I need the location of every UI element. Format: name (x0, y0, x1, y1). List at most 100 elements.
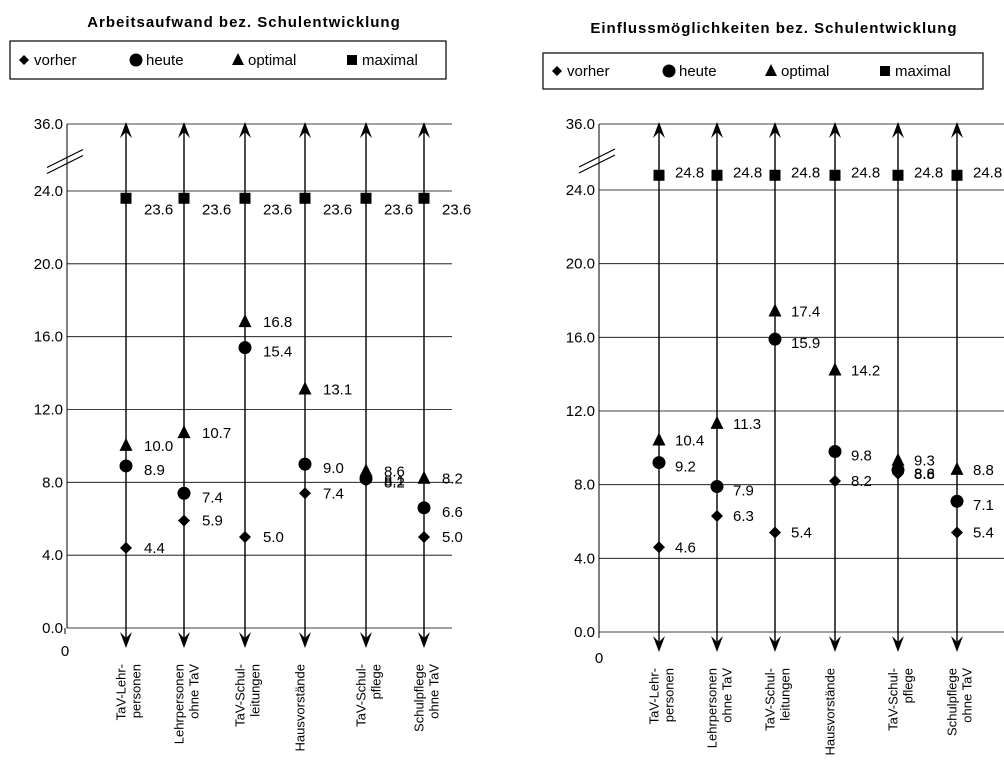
chart-title: Arbeitsaufwand bez. Schulentwicklung (87, 14, 401, 31)
category-label: TaV-Lehr- (646, 668, 661, 724)
point-maximal-4 (892, 169, 904, 181)
x-origin-label: 0 (61, 643, 69, 660)
y-tick-label: 20.0 (566, 256, 595, 273)
arrow-up-icon (769, 122, 781, 138)
category-label: Schulpflege (411, 664, 426, 732)
data-label-optimal: 9.3 (914, 453, 935, 470)
point-vorher-2 (239, 530, 251, 543)
arrow-up-icon (239, 122, 251, 138)
y-tick-label: 20.0 (34, 256, 63, 273)
data-label-heute: 9.8 (851, 448, 872, 465)
arrow-down-icon (299, 632, 311, 648)
data-label-vorher: 4.6 (675, 539, 696, 556)
data-label-heute: 7.4 (202, 489, 223, 506)
point-optimal-2 (238, 314, 252, 328)
point-maximal-3 (829, 169, 841, 181)
point-vorher-5 (951, 526, 963, 539)
category-label: Hausvorstände (292, 664, 307, 751)
y-tick-label: 36.0 (34, 116, 63, 133)
point-vorher-2 (769, 526, 781, 539)
data-label-vorher: 5.4 (791, 525, 812, 542)
legend-label-vorher: vorher (34, 52, 77, 69)
data-label-maximal: 23.6 (323, 201, 352, 218)
point-heute-2 (238, 341, 252, 355)
arrow-up-icon (120, 122, 132, 138)
data-label-vorher: 8.6 (914, 466, 935, 483)
arrow-down-icon (360, 632, 372, 648)
axis-break-line (578, 148, 616, 168)
point-optimal-5 (950, 461, 964, 475)
point-maximal-3 (299, 192, 311, 204)
data-label-maximal: 23.6 (442, 201, 471, 218)
data-label-vorher: 8.2 (851, 473, 872, 490)
category-label: ohne TaV (959, 668, 974, 723)
axis-break-line (578, 154, 616, 174)
point-heute-0 (119, 459, 133, 473)
point-maximal-2 (239, 192, 251, 204)
legend-box (542, 52, 984, 90)
point-optimal-3 (828, 362, 842, 376)
y-tick-label: 24.0 (34, 183, 63, 200)
legend-label-optimal: optimal (781, 63, 829, 80)
data-label-maximal: 23.6 (263, 201, 292, 218)
data-label-maximal: 24.8 (733, 164, 762, 181)
point-heute-3 (828, 445, 842, 459)
chart-panel-1: Arbeitsaufwand bez. Schulentwicklung vorh… (9, 14, 471, 751)
data-label-optimal: 10.4 (675, 432, 704, 449)
category-label: Lehrpersonen (704, 668, 719, 748)
y-tick-label: 8.0 (574, 477, 595, 494)
category-label: personen (128, 664, 143, 718)
data-label-maximal: 23.6 (384, 201, 413, 218)
data-label-optimal: 16.8 (263, 314, 292, 331)
data-label-heute: 15.9 (791, 335, 820, 352)
point-heute-1 (177, 486, 191, 500)
point-heute-3 (298, 457, 312, 471)
data-label-heute: 8.9 (144, 462, 165, 479)
point-heute-5 (950, 494, 964, 508)
category-label: Hausvorstände (822, 668, 837, 755)
arrow-down-icon (829, 636, 841, 652)
category-label: TaV-Schul- (885, 668, 900, 731)
data-label-vorher: 6.3 (733, 508, 754, 525)
data-label-optimal: 14.2 (851, 362, 880, 379)
point-maximal-5 (951, 169, 963, 181)
arrow-up-icon (299, 122, 311, 138)
arrow-down-icon (769, 636, 781, 652)
arrow-up-icon (178, 122, 190, 138)
data-label-heute: 7.1 (973, 497, 994, 514)
point-vorher-3 (299, 487, 311, 500)
data-label-heute: 6.6 (442, 504, 463, 521)
category-label: pflege (900, 668, 915, 703)
point-maximal-1 (711, 169, 723, 181)
data-label-vorher: 8.1 (384, 473, 405, 490)
point-vorher-0 (120, 541, 132, 554)
category-label: leitungen (247, 664, 262, 717)
arrow-up-icon (951, 122, 963, 138)
category-label: Schulpflege (944, 668, 959, 736)
arrow-down-icon (892, 636, 904, 652)
data-label-optimal: 17.4 (791, 304, 820, 321)
arrow-down-icon (120, 632, 132, 648)
point-heute-2 (768, 332, 782, 346)
arrow-down-icon (418, 632, 430, 648)
data-label-vorher: 4.4 (144, 540, 165, 557)
category-label: TaV-Schul- (232, 664, 247, 727)
legend-box (9, 40, 447, 80)
legend-label-optimal: optimal (248, 52, 296, 69)
category-label: TaV-Schul- (353, 664, 368, 727)
chart-title: Einflussmöglichkeiten bez. Schulentwickl… (590, 20, 957, 37)
data-label-optimal: 10.0 (144, 438, 173, 455)
legend-square-icon (880, 66, 890, 76)
point-optimal-5 (417, 470, 431, 484)
axis-break-line (46, 148, 84, 169)
y-tick-label: 8.0 (42, 474, 63, 491)
point-heute-0 (652, 456, 666, 470)
point-optimal-1 (710, 415, 724, 429)
legend-label-maximal: maximal (895, 63, 951, 80)
data-label-optimal: 8.8 (973, 462, 994, 479)
data-label-vorher: 5.0 (263, 529, 284, 546)
point-vorher-3 (829, 474, 841, 487)
category-label: TaV-Schul- (762, 668, 777, 731)
arrow-up-icon (711, 122, 723, 138)
data-label-heute: 15.4 (263, 344, 292, 361)
